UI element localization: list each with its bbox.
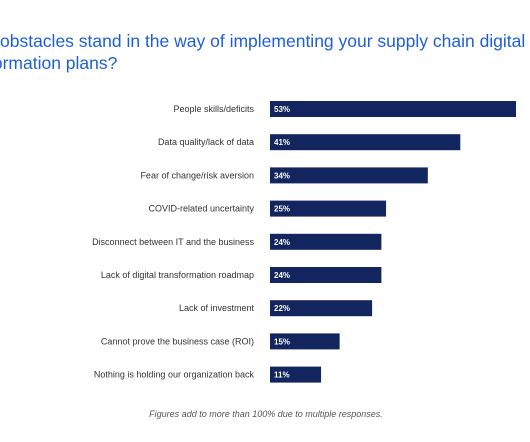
bar-row: Nothing is holding our organization back… bbox=[94, 366, 322, 383]
bar-chart: People skills/deficits 53% Data quality/la… bbox=[92, 101, 516, 383]
bar bbox=[270, 134, 461, 151]
category-label: Data quality/lack of data bbox=[158, 137, 254, 147]
bar-row: COVID-related uncertainty 25% bbox=[148, 200, 387, 217]
bar bbox=[270, 333, 340, 350]
value-label: 11% bbox=[274, 371, 290, 380]
bar-row: Disconnect between IT and the business 24… bbox=[92, 233, 382, 250]
value-label: 22% bbox=[274, 304, 290, 313]
bar bbox=[270, 101, 516, 117]
bar bbox=[270, 366, 322, 383]
value-label: 25% bbox=[274, 205, 290, 214]
bar bbox=[270, 167, 428, 184]
value-label: 15% bbox=[274, 337, 290, 346]
category-label: Fear of change/risk aversion bbox=[140, 170, 254, 180]
bar bbox=[270, 233, 382, 250]
value-label: 24% bbox=[274, 271, 290, 280]
bar-row: Lack of digital transformation roadmap 24… bbox=[101, 267, 382, 283]
category-label: COVID-related uncertainty bbox=[148, 204, 254, 214]
chart-title-line-2: formation plans? bbox=[0, 53, 118, 73]
bar bbox=[270, 200, 387, 217]
bar-row: Data quality/lack of data 41% bbox=[158, 134, 461, 151]
footnote-text: Figures add to more than 100% due to mul… bbox=[149, 409, 383, 419]
category-label: People skills/deficits bbox=[173, 104, 254, 114]
footnote: Figures add to more than 100% due to mul… bbox=[0, 409, 530, 419]
category-label: Lack of digital transformation roadmap bbox=[101, 270, 254, 280]
value-label: 34% bbox=[274, 171, 290, 180]
value-label: 24% bbox=[274, 238, 290, 247]
bar-row: Cannot prove the business case (ROI) 15% bbox=[101, 333, 340, 350]
chart-title-line-1: obstacles stand in the way of implementi… bbox=[0, 31, 526, 51]
bar bbox=[270, 300, 373, 317]
value-label: 41% bbox=[274, 138, 290, 147]
category-label: Disconnect between IT and the business bbox=[92, 237, 254, 247]
bar-row: Fear of change/risk aversion 34% bbox=[140, 167, 428, 184]
category-label: Nothing is holding our organization back bbox=[94, 370, 255, 380]
category-label: Cannot prove the business case (ROI) bbox=[101, 336, 254, 346]
bar-row: Lack of investment 22% bbox=[179, 300, 373, 317]
chart-title: obstacles stand in the way of implementi… bbox=[0, 30, 530, 74]
bar bbox=[270, 267, 382, 283]
value-label: 53% bbox=[274, 105, 290, 114]
bar-row: People skills/deficits 53% bbox=[173, 101, 516, 117]
category-label: Lack of investment bbox=[179, 303, 255, 313]
